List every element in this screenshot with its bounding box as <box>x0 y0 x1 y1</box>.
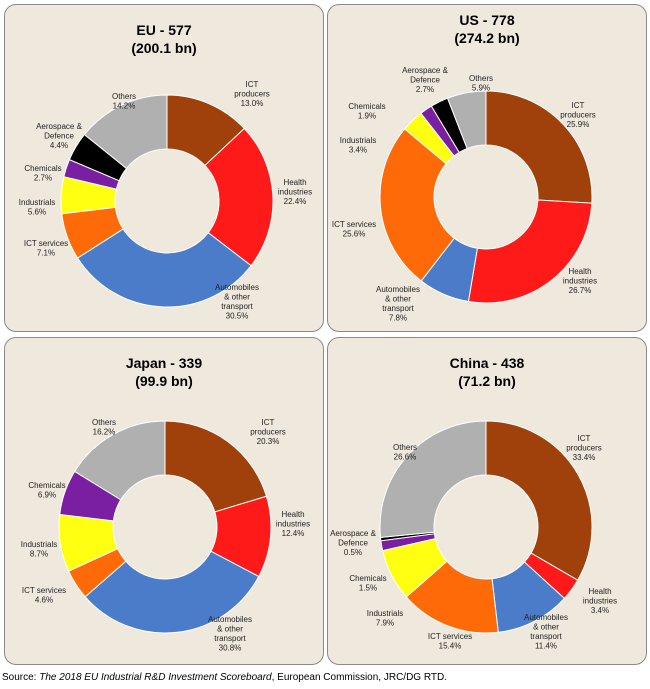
slice-label-others: Others 14.2% <box>112 92 136 111</box>
slice-automobiles-other-transport <box>76 228 252 308</box>
chart-subtitle: (200.1 bn) <box>131 40 196 56</box>
slice-label-automobiles-other-transport: Automobiles & other transport 30.8% <box>208 615 252 653</box>
source-prefix: Source: <box>2 672 40 683</box>
slice-label-chemicals: Chemicals 1.9% <box>348 102 385 121</box>
slice-label-health-industries: Health industries 22.4% <box>278 178 312 206</box>
chart-panel-eu: EU - 577 (200.1 bn) ICT producers 13.0% Hea… <box>4 4 324 332</box>
slice-ict-producers <box>485 90 593 204</box>
slice-label-ict-producers: ICT producers 33.4% <box>566 434 602 462</box>
slice-label-aerospace-defence: Aerospace & Defence 4.4% <box>36 122 82 150</box>
donut-chart-china: China - 438 (71.2 bn) ICT producers 33.4% H… <box>330 355 617 651</box>
slice-label-automobiles-other-transport: Automobiles & other transport 7.8% <box>376 285 420 323</box>
slice-automobiles-other-transport <box>84 550 260 634</box>
chart-title: Japan - 339 <box>126 355 202 371</box>
source-suffix: , European Commission, JRC/DG RTD. <box>271 672 448 683</box>
slice-label-ict-services: ICT services 4.6% <box>22 586 66 605</box>
slice-others <box>379 420 487 539</box>
slice-label-chemicals: Chemicals 2.7% <box>24 164 61 183</box>
slice-label-ict-producers: ICT producers 20.3% <box>250 418 286 446</box>
donut-chart-eu: EU - 577 (200.1 bn) ICT producers 13.0% Hea… <box>19 22 312 321</box>
slice-health-industries <box>467 199 593 304</box>
slice-label-ict-producers: ICT producers 25.9% <box>560 101 596 129</box>
slice-ict-services <box>379 128 455 282</box>
donut-chart-japan: Japan - 339 (99.9 bn) ICT producers 20.3% H… <box>21 355 310 653</box>
chart-subtitle: (274.2 bn) <box>454 30 519 46</box>
slice-health-industries <box>204 127 274 267</box>
source-note: Source: The 2018 EU Industrial R&D Inves… <box>2 672 447 683</box>
slice-label-health-industries: Health industries 26.7% <box>563 267 597 295</box>
slice-label-ict-services: ICT services 25.6% <box>332 220 376 239</box>
chart-panel-japan: Japan - 339 (99.9 bn) ICT producers 20.3% H… <box>4 337 324 665</box>
slice-label-chemicals: Chemicals 1.5% <box>349 574 386 593</box>
slice-label-ict-services: ICT services 7.1% <box>24 239 68 258</box>
slice-label-industrials: Industrials 7.9% <box>367 609 403 628</box>
slice-label-aerospace-defence: Aerospace & Defence 0.5% <box>330 529 376 557</box>
slice-label-industrials: Industrials 3.4% <box>340 136 376 155</box>
slice-label-chemicals: Chemicals 6.9% <box>28 481 65 500</box>
chart-panel-us: US - 778 (274.2 bn) ICT producers 25.9% Hea… <box>327 4 647 332</box>
slice-label-ict-producers: ICT producers 13.0% <box>234 80 270 108</box>
slice-label-industrials: Industrials 5.6% <box>19 198 55 217</box>
slice-ict-producers <box>485 420 593 581</box>
slice-label-ict-services: ICT services 15.4% <box>428 632 472 651</box>
slice-others <box>74 420 166 501</box>
slice-label-others: Others 5.9% <box>469 74 493 93</box>
slice-label-aerospace-defence: Aerospace & Defence 2.7% <box>402 66 448 94</box>
donut-chart-us: US - 778 (274.2 bn) ICT producers 25.9% Hea… <box>332 12 597 323</box>
slice-label-others: Others 26.6% <box>393 443 417 462</box>
slice-label-industrials: Industrials 8.7% <box>21 540 57 559</box>
slice-label-health-industries: Health industries 12.4% <box>276 510 310 538</box>
chart-panel-china: China - 438 (71.2 bn) ICT producers 33.4% H… <box>327 337 647 665</box>
slice-others <box>83 94 168 170</box>
chart-subtitle: (71.2 bn) <box>458 373 516 389</box>
slice-label-others: Others 16.2% <box>92 418 116 437</box>
source-title: The 2018 EU Industrial R&D Investment Sc… <box>39 672 272 683</box>
chart-title: China - 438 <box>450 355 525 371</box>
chart-title: US - 778 <box>459 12 514 28</box>
slice-label-automobiles-other-transport: Automobiles & other transport 11.4% <box>524 613 568 651</box>
chart-title: EU - 577 <box>136 22 191 38</box>
chart-subtitle: (99.9 bn) <box>135 373 193 389</box>
slice-label-automobiles-other-transport: Automobiles & other transport 30.5% <box>215 283 259 321</box>
slice-others <box>446 90 487 150</box>
slice-label-health-industries: Health industries 3.4% <box>583 587 617 615</box>
